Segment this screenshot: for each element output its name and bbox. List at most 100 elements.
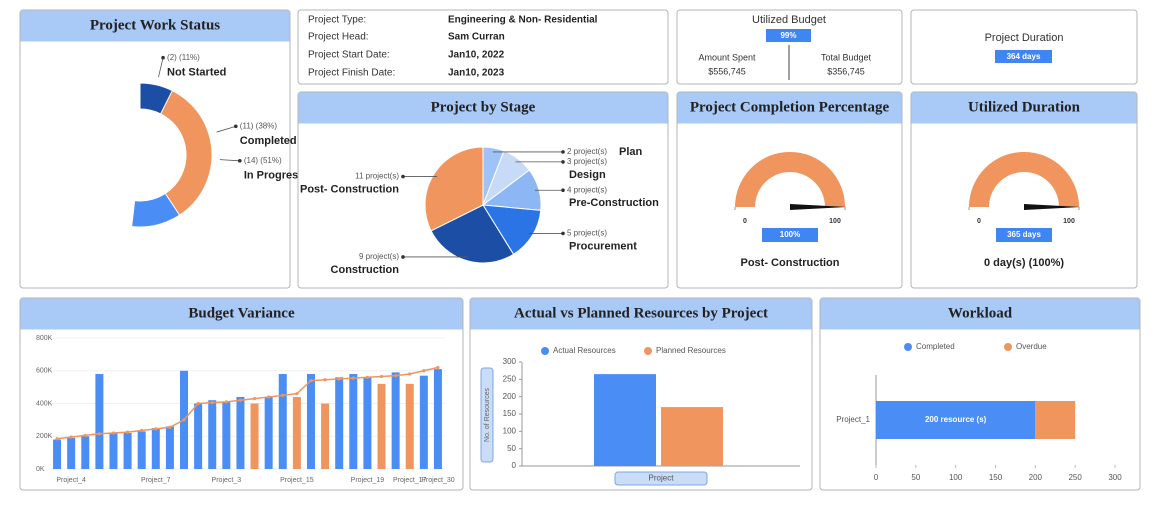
panel-header [20, 10, 290, 42]
category-label: Procurement [569, 240, 637, 252]
gauge-caption: 0 day(s) (100%) [984, 257, 1064, 269]
leader-dot [561, 231, 565, 236]
line-marker [379, 374, 384, 379]
y-axis-label: No. of Resources [484, 387, 491, 442]
category-label: Pre-Construction [569, 197, 659, 209]
category-box [614, 471, 708, 486]
gauge-needle [790, 204, 847, 210]
info-value: Sam Curran [448, 32, 505, 43]
value-label: 3 project(s) [567, 157, 607, 166]
bar [236, 396, 245, 469]
total-value: $356,745 [827, 66, 865, 76]
value-label: 2 project(s) [567, 147, 607, 156]
x-tick-label: Project_3 [212, 477, 242, 484]
legend-swatch [644, 347, 652, 355]
line-marker [337, 377, 341, 381]
y-tick-label: Project_1 [836, 415, 870, 424]
line-marker [436, 365, 440, 370]
x-tick-label: Project_4 [56, 477, 86, 484]
y-tick-label: 150 [503, 409, 517, 418]
line-marker [238, 398, 243, 402]
spent-value: $556,745 [708, 66, 746, 76]
legend-swatch [1004, 343, 1012, 351]
value-label: (14) (51%) [244, 156, 282, 165]
value-label: (2) (11%) [167, 53, 200, 62]
bar [222, 401, 231, 469]
duration-title: Project Duration [985, 32, 1064, 44]
panel [19, 9, 291, 289]
line-marker [83, 433, 87, 438]
legend-label: Overdue [1016, 342, 1047, 351]
line-marker [267, 395, 271, 399]
line-marker [182, 418, 186, 422]
y-tick-label: 250 [503, 374, 517, 383]
leader-dot [238, 159, 242, 163]
info-value: Jan10, 2022 [448, 50, 505, 61]
bar [405, 383, 414, 469]
y-tick-label: 400K [36, 400, 53, 407]
panel-title: Utilized Duration [968, 99, 1081, 115]
y-label-box [480, 367, 494, 463]
legend-label: Completed [916, 342, 955, 351]
bar [363, 377, 372, 469]
leader-dot [401, 174, 405, 179]
info-panel [297, 9, 669, 85]
bar [335, 377, 344, 469]
line-marker [196, 401, 200, 406]
x-tick-label: Project_7 [141, 477, 171, 484]
info-value: Jan10, 2023 [448, 68, 505, 79]
leader-dot [233, 124, 238, 129]
gauge-caption: Post- Construction [741, 257, 840, 269]
panel-header [20, 298, 463, 330]
panel-title: Actual vs Planned Resources by Project [514, 305, 768, 321]
info-label: Project Start Date: [308, 50, 390, 61]
line-marker [140, 428, 144, 433]
y-tick-label: 0K [36, 466, 45, 473]
panel-title: Workload [948, 305, 1013, 321]
x-tick-label: 250 [1068, 473, 1082, 482]
x-tick-label: Project_15 [280, 477, 314, 484]
bar [306, 374, 315, 469]
panel [676, 91, 903, 289]
pie-slice [482, 204, 542, 256]
line-marker [365, 375, 370, 379]
pie-slice [430, 204, 515, 264]
leader-line [158, 57, 164, 78]
line-marker [351, 376, 355, 380]
donut-segment [139, 82, 173, 115]
leader-dot [561, 150, 565, 154]
bar [292, 396, 301, 469]
bar [250, 403, 259, 469]
x-tick-label: Project_30 [421, 477, 455, 484]
value-label: 9 project(s) [359, 252, 399, 261]
leader-line [219, 159, 240, 162]
leader-dot [561, 188, 565, 193]
leader-line [216, 125, 236, 133]
gauge-tick-label: 0 [743, 218, 747, 225]
category-label: Completed [240, 135, 297, 147]
duration-days: 364 days [1007, 52, 1041, 61]
badge [996, 228, 1052, 242]
x-tick-label: 100 [949, 473, 963, 482]
bar [165, 426, 174, 469]
bar [151, 428, 160, 469]
line-marker [111, 431, 116, 435]
line-marker [422, 369, 426, 373]
leader-dot [161, 55, 165, 60]
value-label: 5 project(s) [567, 229, 607, 238]
line-marker [69, 435, 73, 439]
donut-segment [139, 82, 213, 216]
bar [137, 431, 146, 469]
line-marker [394, 374, 398, 378]
spent-label: Amount Spent [698, 52, 756, 62]
category-label: Construction [331, 264, 400, 276]
budget-title: Utilized Budget [752, 14, 826, 26]
panel-header [677, 92, 902, 124]
bar [95, 374, 104, 469]
value-label: 4 project(s) [567, 185, 607, 194]
value-label: 11 project(s) [355, 172, 399, 181]
panel-title: Project by Stage [431, 99, 536, 115]
bar-segment [1035, 401, 1076, 439]
budget-badge [766, 29, 811, 42]
value-label: (11) (38%) [240, 121, 278, 130]
